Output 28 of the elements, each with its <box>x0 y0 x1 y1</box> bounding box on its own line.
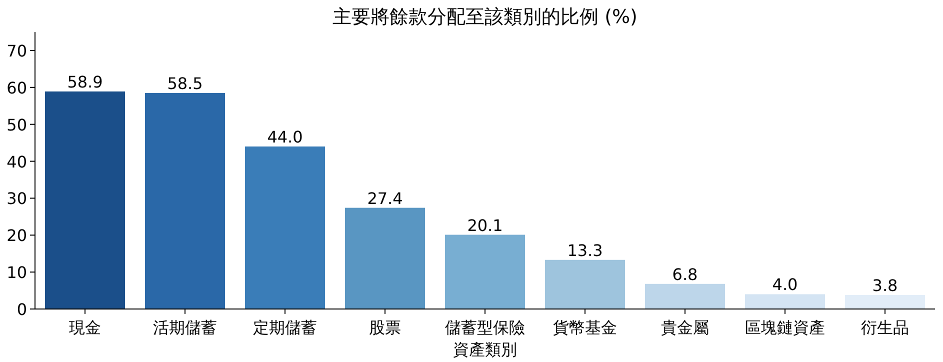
y-tick-label: 20 <box>6 226 27 246</box>
data-label: 27.4 <box>367 188 403 208</box>
x-axis-title: 資產類別 <box>453 340 517 359</box>
x-tick-label: 區塊鏈資產 <box>745 318 825 337</box>
x-tick-label: 貴金屬 <box>661 318 709 337</box>
y-tick-label: 70 <box>6 41 27 60</box>
x-tick-label: 活期儲蓄 <box>153 318 217 337</box>
x-tick-label: 現金 <box>69 318 101 337</box>
data-label: 44.0 <box>267 127 303 146</box>
x-tick-label: 定期儲蓄 <box>253 318 317 337</box>
data-label: 4.0 <box>772 275 798 294</box>
data-label: 13.3 <box>567 240 603 260</box>
data-label: 6.8 <box>672 264 698 284</box>
chart-title: 主要將餘款分配至該類別的比例 (%) <box>332 6 638 28</box>
y-tick-label: 50 <box>6 115 27 134</box>
x-tick-label: 衍生品 <box>861 318 909 337</box>
y-tick-label: 60 <box>6 78 27 98</box>
y-tick-label: 0 <box>16 300 27 319</box>
data-label: 58.5 <box>167 74 203 93</box>
y-tick-label: 10 <box>6 263 27 282</box>
data-label: 3.8 <box>872 276 898 295</box>
y-tick-label: 40 <box>6 152 27 172</box>
data-label: 58.9 <box>67 72 103 92</box>
data-label: 20.1 <box>467 216 503 235</box>
x-tick-label: 股票 <box>369 318 401 337</box>
x-tick-label: 貨幣基金 <box>553 318 617 337</box>
x-tick-label: 儲蓄型保險 <box>445 318 525 337</box>
y-tick-label: 30 <box>6 189 27 208</box>
